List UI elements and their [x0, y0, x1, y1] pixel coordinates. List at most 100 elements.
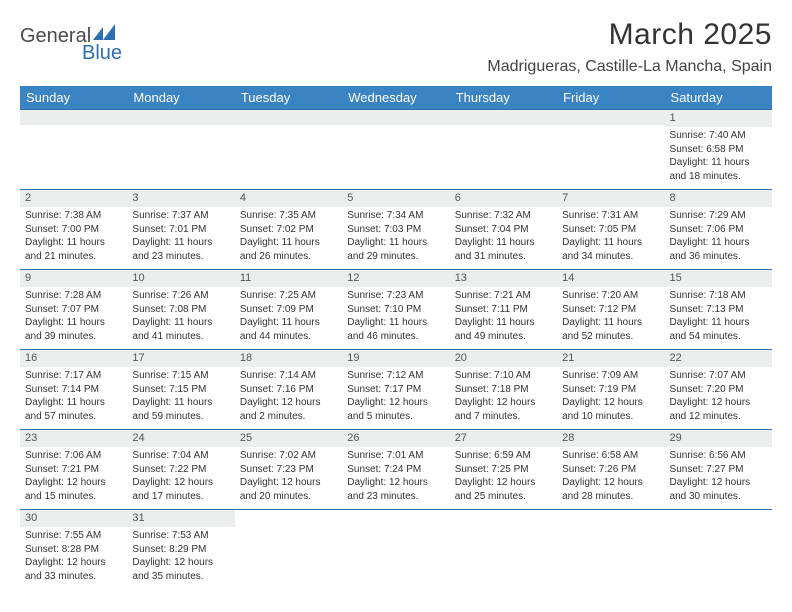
day-number: 11 — [235, 270, 342, 287]
day-cell: 17Sunrise: 7:15 AMSunset: 7:15 PMDayligh… — [127, 350, 234, 430]
calendar-table: SundayMondayTuesdayWednesdayThursdayFrid… — [20, 86, 772, 590]
day-details: Sunrise: 7:04 AMSunset: 7:22 PMDaylight:… — [127, 447, 234, 505]
month-title: March 2025 — [487, 18, 772, 52]
day-details: Sunrise: 6:59 AMSunset: 7:25 PMDaylight:… — [450, 447, 557, 505]
day-number: 8 — [665, 190, 772, 207]
day-cell: 31Sunrise: 7:53 AMSunset: 8:29 PMDayligh… — [127, 510, 234, 590]
day-cell: 22Sunrise: 7:07 AMSunset: 7:20 PMDayligh… — [665, 350, 772, 430]
day-details: Sunrise: 7:07 AMSunset: 7:20 PMDaylight:… — [665, 367, 772, 425]
day-cell: 10Sunrise: 7:26 AMSunset: 7:08 PMDayligh… — [127, 270, 234, 350]
day-number: 29 — [665, 430, 772, 447]
empty-cell — [342, 510, 449, 590]
empty-cell — [235, 510, 342, 590]
day-number: 17 — [127, 350, 234, 367]
day-number: 10 — [127, 270, 234, 287]
day-cell: 2Sunrise: 7:38 AMSunset: 7:00 PMDaylight… — [20, 190, 127, 270]
day-cell: 18Sunrise: 7:14 AMSunset: 7:16 PMDayligh… — [235, 350, 342, 430]
day-details: Sunrise: 7:02 AMSunset: 7:23 PMDaylight:… — [235, 447, 342, 505]
day-details: Sunrise: 7:10 AMSunset: 7:18 PMDaylight:… — [450, 367, 557, 425]
day-number: 13 — [450, 270, 557, 287]
empty-cell — [450, 510, 557, 590]
day-number: 30 — [20, 510, 127, 527]
day-details: Sunrise: 7:06 AMSunset: 7:21 PMDaylight:… — [20, 447, 127, 505]
empty-cell — [342, 110, 449, 190]
day-details: Sunrise: 7:31 AMSunset: 7:05 PMDaylight:… — [557, 207, 664, 265]
empty-cell — [557, 110, 664, 190]
empty-cell — [235, 110, 342, 190]
day-number: 9 — [20, 270, 127, 287]
weekday-header: Wednesday — [342, 86, 449, 110]
weekday-header: Sunday — [20, 86, 127, 110]
day-number: 2 — [20, 190, 127, 207]
day-details: Sunrise: 7:28 AMSunset: 7:07 PMDaylight:… — [20, 287, 127, 345]
day-cell: 23Sunrise: 7:06 AMSunset: 7:21 PMDayligh… — [20, 430, 127, 510]
empty-cell — [20, 110, 127, 190]
day-details: Sunrise: 7:14 AMSunset: 7:16 PMDaylight:… — [235, 367, 342, 425]
day-details: Sunrise: 7:34 AMSunset: 7:03 PMDaylight:… — [342, 207, 449, 265]
day-details: Sunrise: 7:37 AMSunset: 7:01 PMDaylight:… — [127, 207, 234, 265]
day-details: Sunrise: 7:01 AMSunset: 7:24 PMDaylight:… — [342, 447, 449, 505]
day-cell: 13Sunrise: 7:21 AMSunset: 7:11 PMDayligh… — [450, 270, 557, 350]
day-number: 25 — [235, 430, 342, 447]
day-details: Sunrise: 7:18 AMSunset: 7:13 PMDaylight:… — [665, 287, 772, 345]
day-cell: 14Sunrise: 7:20 AMSunset: 7:12 PMDayligh… — [557, 270, 664, 350]
day-details: Sunrise: 7:40 AMSunset: 6:58 PMDaylight:… — [665, 127, 772, 185]
day-cell: 29Sunrise: 6:56 AMSunset: 7:27 PMDayligh… — [665, 430, 772, 510]
logo-text-general: General — [20, 25, 91, 48]
day-number: 12 — [342, 270, 449, 287]
logo-flag-icon — [93, 24, 115, 40]
day-cell: 4Sunrise: 7:35 AMSunset: 7:02 PMDaylight… — [235, 190, 342, 270]
day-number: 18 — [235, 350, 342, 367]
day-details: Sunrise: 7:20 AMSunset: 7:12 PMDaylight:… — [557, 287, 664, 345]
day-details: Sunrise: 7:17 AMSunset: 7:14 PMDaylight:… — [20, 367, 127, 425]
day-details: Sunrise: 7:26 AMSunset: 7:08 PMDaylight:… — [127, 287, 234, 345]
day-number — [127, 110, 234, 125]
day-cell: 8Sunrise: 7:29 AMSunset: 7:06 PMDaylight… — [665, 190, 772, 270]
day-number — [557, 110, 664, 125]
day-number: 31 — [127, 510, 234, 527]
weekday-header: Friday — [557, 86, 664, 110]
day-cell: 1Sunrise: 7:40 AMSunset: 6:58 PMDaylight… — [665, 110, 772, 190]
day-cell: 9Sunrise: 7:28 AMSunset: 7:07 PMDaylight… — [20, 270, 127, 350]
weekday-header: Thursday — [450, 86, 557, 110]
calendar-header: SundayMondayTuesdayWednesdayThursdayFrid… — [20, 86, 772, 110]
day-number: 14 — [557, 270, 664, 287]
day-details: Sunrise: 7:21 AMSunset: 7:11 PMDaylight:… — [450, 287, 557, 345]
title-block: March 2025 Madrigueras, Castille-La Manc… — [487, 18, 772, 76]
day-cell: 27Sunrise: 6:59 AMSunset: 7:25 PMDayligh… — [450, 430, 557, 510]
day-details: Sunrise: 7:12 AMSunset: 7:17 PMDaylight:… — [342, 367, 449, 425]
day-number — [450, 110, 557, 125]
day-number: 7 — [557, 190, 664, 207]
day-cell: 21Sunrise: 7:09 AMSunset: 7:19 PMDayligh… — [557, 350, 664, 430]
empty-cell — [450, 110, 557, 190]
day-cell: 11Sunrise: 7:25 AMSunset: 7:09 PMDayligh… — [235, 270, 342, 350]
empty-cell — [127, 110, 234, 190]
day-details: Sunrise: 7:38 AMSunset: 7:00 PMDaylight:… — [20, 207, 127, 265]
calendar-page: GeneralBlue March 2025 Madrigueras, Cast… — [0, 0, 792, 608]
day-number — [20, 110, 127, 125]
day-cell: 3Sunrise: 7:37 AMSunset: 7:01 PMDaylight… — [127, 190, 234, 270]
logo-text-blue: Blue — [82, 42, 122, 65]
day-cell: 12Sunrise: 7:23 AMSunset: 7:10 PMDayligh… — [342, 270, 449, 350]
day-cell: 19Sunrise: 7:12 AMSunset: 7:17 PMDayligh… — [342, 350, 449, 430]
day-cell: 26Sunrise: 7:01 AMSunset: 7:24 PMDayligh… — [342, 430, 449, 510]
day-details: Sunrise: 7:55 AMSunset: 8:28 PMDaylight:… — [20, 527, 127, 585]
day-details: Sunrise: 7:29 AMSunset: 7:06 PMDaylight:… — [665, 207, 772, 265]
day-cell: 7Sunrise: 7:31 AMSunset: 7:05 PMDaylight… — [557, 190, 664, 270]
day-number: 16 — [20, 350, 127, 367]
day-cell: 16Sunrise: 7:17 AMSunset: 7:14 PMDayligh… — [20, 350, 127, 430]
weekday-header: Tuesday — [235, 86, 342, 110]
day-number: 1 — [665, 110, 772, 127]
day-details: Sunrise: 7:25 AMSunset: 7:09 PMDaylight:… — [235, 287, 342, 345]
day-number: 28 — [557, 430, 664, 447]
day-cell: 5Sunrise: 7:34 AMSunset: 7:03 PMDaylight… — [342, 190, 449, 270]
day-number: 26 — [342, 430, 449, 447]
day-cell: 20Sunrise: 7:10 AMSunset: 7:18 PMDayligh… — [450, 350, 557, 430]
day-number: 5 — [342, 190, 449, 207]
day-number: 22 — [665, 350, 772, 367]
day-number: 19 — [342, 350, 449, 367]
logo: GeneralBlue — [20, 18, 122, 65]
day-number: 4 — [235, 190, 342, 207]
day-cell: 30Sunrise: 7:55 AMSunset: 8:28 PMDayligh… — [20, 510, 127, 590]
calendar-body: 1Sunrise: 7:40 AMSunset: 6:58 PMDaylight… — [20, 110, 772, 590]
